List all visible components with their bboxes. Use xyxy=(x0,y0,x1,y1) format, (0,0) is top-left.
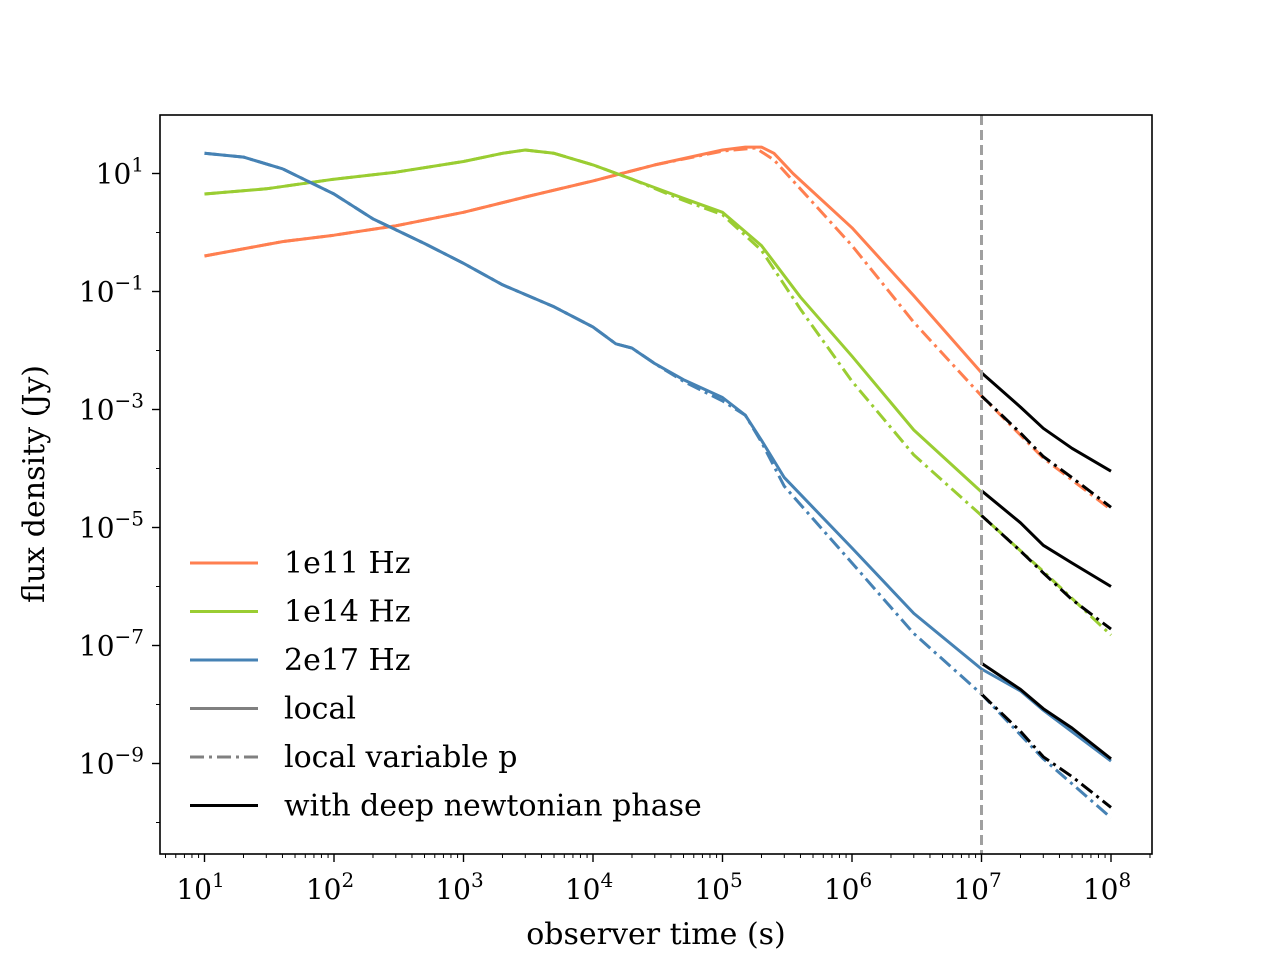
x-tick-label: 104 xyxy=(565,868,613,906)
x-tick-label: 103 xyxy=(435,868,483,906)
legend-label-with-deep-newtonian-phase: with deep newtonian phase xyxy=(284,789,702,824)
legend: 1e11 Hz 1e14 Hz 2e17 Hz local local variable… xyxy=(190,546,702,824)
plot-area xyxy=(160,115,1152,854)
series-line-1e14-hz-with-deep-newtonian-phase xyxy=(980,489,1112,588)
legend-label-2e17-hz: 2e17 Hz xyxy=(284,643,411,678)
y-tick-label: 10−7 xyxy=(79,625,144,663)
y-axis-ticks: 101 10−1 10−3 10−5 10−7 10−9 xyxy=(79,153,160,823)
series-line-1e11-hz-with-deep-newtonian-phase xyxy=(980,371,1112,473)
x-tick-label: 101 xyxy=(176,868,224,906)
series-line-1e14-hz-with-deep-newtonian-phase-variable-p xyxy=(980,514,1112,631)
x-tick-label: 108 xyxy=(1083,868,1131,906)
legend-label-1e14-hz: 1e14 Hz xyxy=(284,595,411,630)
x-tick-label: 102 xyxy=(306,868,354,906)
y-tick-label: 10−1 xyxy=(79,271,144,309)
series-line-2e17-hz-local-variable-p xyxy=(204,151,1112,819)
x-axis-ticks: 101 102 103 104 105 106 107 108 xyxy=(165,854,1151,906)
x-axis-label: observer time (s) xyxy=(526,917,786,952)
y-tick-label: 101 xyxy=(96,153,144,191)
plot-frame xyxy=(159,114,1153,855)
series-line-1e11-hz-with-deep-newtonian-phase-variable-p xyxy=(980,394,1112,509)
y-tick-label: 10−9 xyxy=(79,743,144,781)
y-axis-label: flux density (Jy) xyxy=(17,365,52,603)
series-layer xyxy=(204,145,1113,819)
x-tick-label: 106 xyxy=(824,868,872,906)
series-line-1e11-hz-local-variable-p xyxy=(204,146,1112,511)
x-tick-label: 105 xyxy=(694,868,742,906)
y-tick-label: 10−3 xyxy=(79,389,144,427)
series-line-2e17-hz-with-deep-newtonian-phase xyxy=(980,662,1112,760)
y-tick-label: 10−5 xyxy=(79,507,144,545)
legend-label-local-variable-p: local variable p xyxy=(284,740,517,775)
legend-label-1e11-hz: 1e11 Hz xyxy=(284,546,411,581)
x-tick-label: 107 xyxy=(953,868,1001,906)
series-line-2e17-hz-with-deep-newtonian-phase-variable-p xyxy=(980,693,1112,809)
legend-label-local: local xyxy=(284,692,356,727)
series-line-1e14-hz-local-variable-p xyxy=(204,148,1113,637)
